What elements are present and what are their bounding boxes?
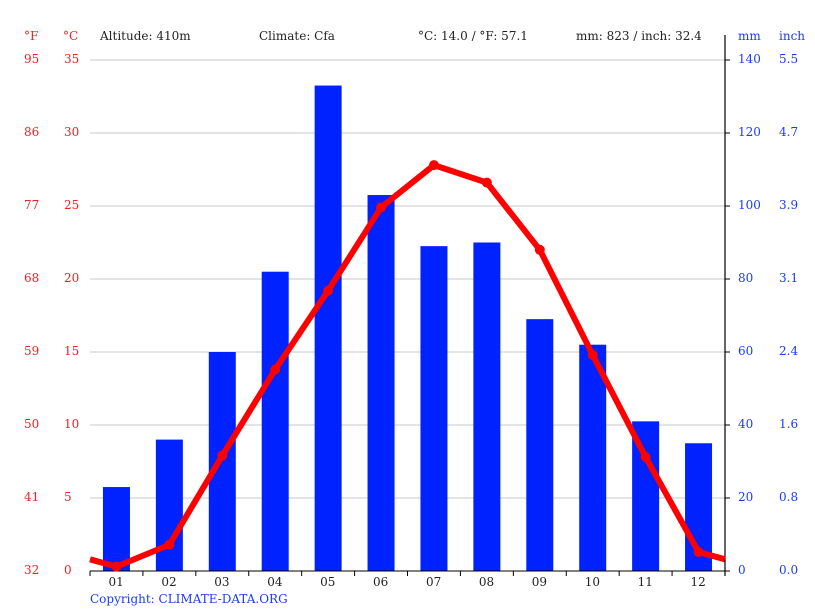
precip-bar xyxy=(473,242,501,571)
fahrenheit-unit-label: °F xyxy=(24,29,39,43)
mm-tick-label: 100 xyxy=(738,198,761,212)
inch-tick-label: 5.5 xyxy=(779,52,799,66)
month-label: 12 xyxy=(690,575,706,589)
precip-bar xyxy=(526,319,554,571)
mm-tick-label: 40 xyxy=(738,417,754,431)
month-label: 03 xyxy=(214,575,230,589)
mm-tick-label: 0 xyxy=(738,563,746,577)
celsius-tick-label: 15 xyxy=(64,344,80,358)
mm-tick-label: 140 xyxy=(738,52,761,66)
precip-bar xyxy=(314,85,342,572)
precip-bar xyxy=(579,344,607,571)
temperature-point xyxy=(693,547,704,558)
temperature-point xyxy=(323,285,334,296)
mm-tick-label: 80 xyxy=(738,271,754,285)
avg-temp-label: °C: 14.0 / °F: 57.1 xyxy=(418,29,528,43)
temperature-point xyxy=(428,160,439,171)
total-precip-label: mm: 823 / inch: 32.4 xyxy=(576,29,702,43)
temperature-point xyxy=(587,349,598,360)
mm-tick-label: 60 xyxy=(738,344,754,358)
temperature-point xyxy=(270,364,281,375)
altitude-label: Altitude: 410m xyxy=(100,29,191,43)
inch-tick-label: 3.1 xyxy=(779,271,799,285)
fahrenheit-tick-label: 95 xyxy=(24,52,40,66)
celsius-tick-label: 25 xyxy=(64,198,80,212)
precip-bar xyxy=(102,487,130,571)
inch-unit-label: inch xyxy=(779,29,806,43)
precip-bar xyxy=(420,246,448,571)
fahrenheit-tick-label: 86 xyxy=(24,125,40,139)
fahrenheit-tick-label: 77 xyxy=(24,198,40,212)
temperature-point xyxy=(481,177,492,188)
inch-tick-label: 4.7 xyxy=(779,125,799,139)
celsius-tick-label: 10 xyxy=(64,417,80,431)
fahrenheit-tick-label: 32 xyxy=(24,563,40,577)
fahrenheit-tick-label: 50 xyxy=(24,417,40,431)
month-label: 09 xyxy=(531,575,548,589)
celsius-tick-label: 5 xyxy=(64,490,72,504)
temperature-point xyxy=(534,244,545,255)
precip-bar xyxy=(261,271,289,571)
month-label: 06 xyxy=(373,575,389,589)
inch-tick-label: 3.9 xyxy=(779,198,799,212)
precip-bar xyxy=(367,195,395,572)
month-label: 07 xyxy=(425,575,442,589)
fahrenheit-tick-label: 68 xyxy=(24,271,40,285)
fahrenheit-tick-label: 59 xyxy=(24,344,40,358)
temperature-point xyxy=(640,452,651,463)
celsius-tick-label: 20 xyxy=(64,271,80,285)
mm-tick-label: 20 xyxy=(738,490,754,504)
inch-tick-label: 0.8 xyxy=(779,490,799,504)
temperature-point xyxy=(111,561,122,572)
inch-tick-label: 0.0 xyxy=(779,563,799,577)
inch-tick-label: 2.4 xyxy=(779,344,799,358)
fahrenheit-tick-label: 41 xyxy=(24,490,40,504)
celsius-tick-label: 35 xyxy=(64,52,80,66)
month-label: 04 xyxy=(267,575,283,589)
temperature-point xyxy=(376,202,387,213)
mm-unit-label: mm xyxy=(738,29,761,43)
precip-bar xyxy=(632,421,660,571)
month-label: 01 xyxy=(108,575,124,589)
inch-tick-label: 1.6 xyxy=(779,417,799,431)
month-label: 05 xyxy=(320,575,336,589)
month-label: 11 xyxy=(637,575,653,589)
temperature-line xyxy=(89,162,726,570)
mm-tick-label: 120 xyxy=(738,125,761,139)
temperature-point xyxy=(217,450,228,461)
celsius-tick-label: 30 xyxy=(64,125,80,139)
climate-label: Climate: Cfa xyxy=(259,29,335,43)
celsius-unit-label: °C xyxy=(63,29,79,43)
celsius-tick-label: 0 xyxy=(64,563,72,577)
copyright-label: Copyright: CLIMATE-DATA.ORG xyxy=(90,592,288,606)
month-label: 02 xyxy=(161,575,177,589)
temperature-point xyxy=(164,539,175,550)
month-label: 10 xyxy=(584,575,600,589)
month-label: 08 xyxy=(478,575,495,589)
